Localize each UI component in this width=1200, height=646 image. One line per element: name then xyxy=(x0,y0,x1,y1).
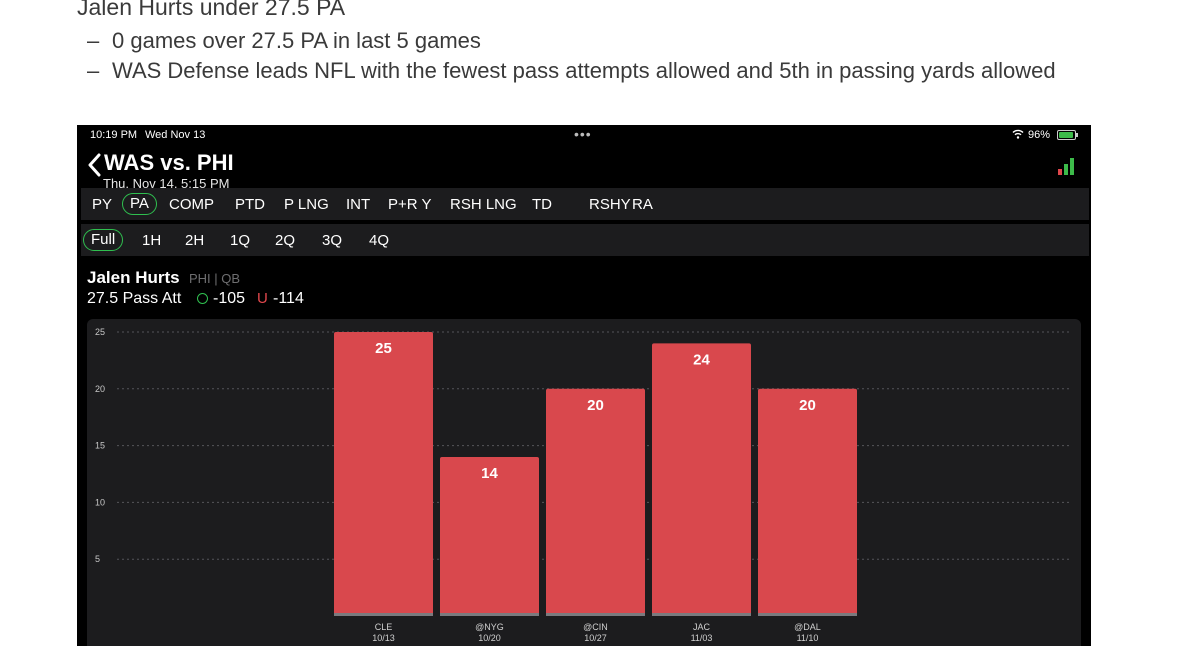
caption-title: Jalen Hurts under 27.5 PA xyxy=(77,0,346,20)
over-circle-icon xyxy=(197,293,208,304)
period-tab-3q[interactable]: 3Q xyxy=(322,232,343,249)
stat-tab-rshy[interactable]: RSHY xyxy=(589,196,631,213)
player-team-position: PHI | QB xyxy=(189,271,241,286)
status-time: 10:19 PM xyxy=(90,129,138,141)
multitask-dots-icon[interactable]: ••• xyxy=(574,126,592,142)
period-tab-2h[interactable]: 2H xyxy=(185,232,205,249)
period-tab-4q[interactable]: 4Q xyxy=(369,232,390,249)
bar-value-label: 24 xyxy=(693,351,710,368)
under-odds[interactable]: -114 xyxy=(273,290,304,307)
bullet-dash: – xyxy=(87,28,100,53)
status-date: Wed Nov 13 xyxy=(145,129,206,141)
battery-fill xyxy=(1059,132,1074,138)
period-tab-full[interactable]: Full xyxy=(83,229,124,251)
bar xyxy=(440,456,539,616)
bar-baseline xyxy=(440,613,539,616)
x-tick-date: 11/10 xyxy=(797,633,819,643)
chart-panel: 5 10 15 20 25 25 CLE 10/13 14 @NYG 10/20 20 @CIN 10/2… xyxy=(87,319,1081,646)
stat-tab-p-r-y[interactable]: P+R Y xyxy=(388,196,432,213)
y-tick-label: 15 xyxy=(95,441,105,451)
period-tab-1h[interactable]: 1H xyxy=(142,232,162,249)
stat-tab-pa[interactable]: PA xyxy=(122,193,157,215)
x-tick-label: @NYG xyxy=(475,622,504,632)
bar-baseline xyxy=(334,613,433,616)
game-title: WAS vs. PHI xyxy=(104,150,234,175)
chevron-left-icon[interactable] xyxy=(87,153,101,177)
player-name: Jalen Hurts xyxy=(87,268,180,287)
y-tick-label: 25 xyxy=(95,327,105,337)
stat-tab-ptd[interactable]: PTD xyxy=(235,196,265,213)
wifi-icon xyxy=(1012,129,1024,139)
app-screen: 10:19 PM Wed Nov 13 ••• 96% WAS vs. PHI … xyxy=(77,125,1091,646)
prop-line: 27.5 Pass Att xyxy=(87,290,182,307)
stat-tab-py[interactable]: PY xyxy=(92,196,113,213)
bullet-dash: – xyxy=(87,58,100,83)
x-tick-label: JAC xyxy=(693,622,711,632)
bar-value-label: 25 xyxy=(375,340,392,357)
x-tick-label: CLE xyxy=(375,622,393,632)
x-tick-date: 10/27 xyxy=(584,633,607,643)
period-tab-1q[interactable]: 1Q xyxy=(230,232,251,249)
battery-percent: 96% xyxy=(1028,129,1051,141)
stat-tab-rsh-lng[interactable]: RSH LNG xyxy=(450,196,517,213)
bullet-text: 0 games over 27.5 PA in last 5 games xyxy=(112,28,481,53)
game-time: Thu, Nov 14, 5:15 PM xyxy=(103,176,230,191)
bar-baseline xyxy=(546,613,645,616)
period-tab-2q[interactable]: 2Q xyxy=(275,232,296,249)
x-tick-date: 10/13 xyxy=(372,633,395,643)
y-tick-label: 5 xyxy=(95,554,100,564)
stat-tab-comp[interactable]: COMP xyxy=(169,196,214,213)
stat-tabs: PY PA COMP PTD P LNG INT P+R Y RSH LNG TD RSHY RA xyxy=(81,188,1089,220)
stat-tab-int[interactable]: INT xyxy=(346,196,371,213)
y-tick-label: 10 xyxy=(95,497,105,507)
status-bar: 10:19 PM Wed Nov 13 ••• 96% xyxy=(77,125,1091,145)
bar xyxy=(546,388,645,616)
x-tick-date: 10/20 xyxy=(478,633,501,643)
bullet-text: WAS Defense leads NFL with the fewest pa… xyxy=(112,58,1056,83)
y-tick-label: 20 xyxy=(95,384,105,394)
stat-tab-ra[interactable]: RA xyxy=(632,196,653,213)
bar xyxy=(652,343,751,616)
stat-tab-td[interactable]: TD xyxy=(532,196,552,213)
bar-baseline xyxy=(652,613,751,616)
x-tick-label: @CIN xyxy=(583,622,608,632)
bar-baseline xyxy=(758,613,857,616)
bar xyxy=(334,332,433,616)
bar-value-label: 14 xyxy=(481,465,498,482)
bar-chart-icon[interactable] xyxy=(1057,157,1075,175)
period-tabs: Full 1H 2H 1Q 2Q 3Q 4Q xyxy=(81,224,1089,256)
bar-value-label: 20 xyxy=(587,397,604,414)
under-icon: U xyxy=(257,290,268,307)
stat-tab-p-lng[interactable]: P LNG xyxy=(284,196,329,213)
over-odds[interactable]: -105 xyxy=(213,290,246,307)
bar xyxy=(758,388,857,616)
x-tick-date: 11/03 xyxy=(691,633,713,643)
battery-icon xyxy=(1057,130,1078,140)
bar-value-label: 20 xyxy=(799,397,816,414)
x-tick-label: @DAL xyxy=(794,622,821,632)
